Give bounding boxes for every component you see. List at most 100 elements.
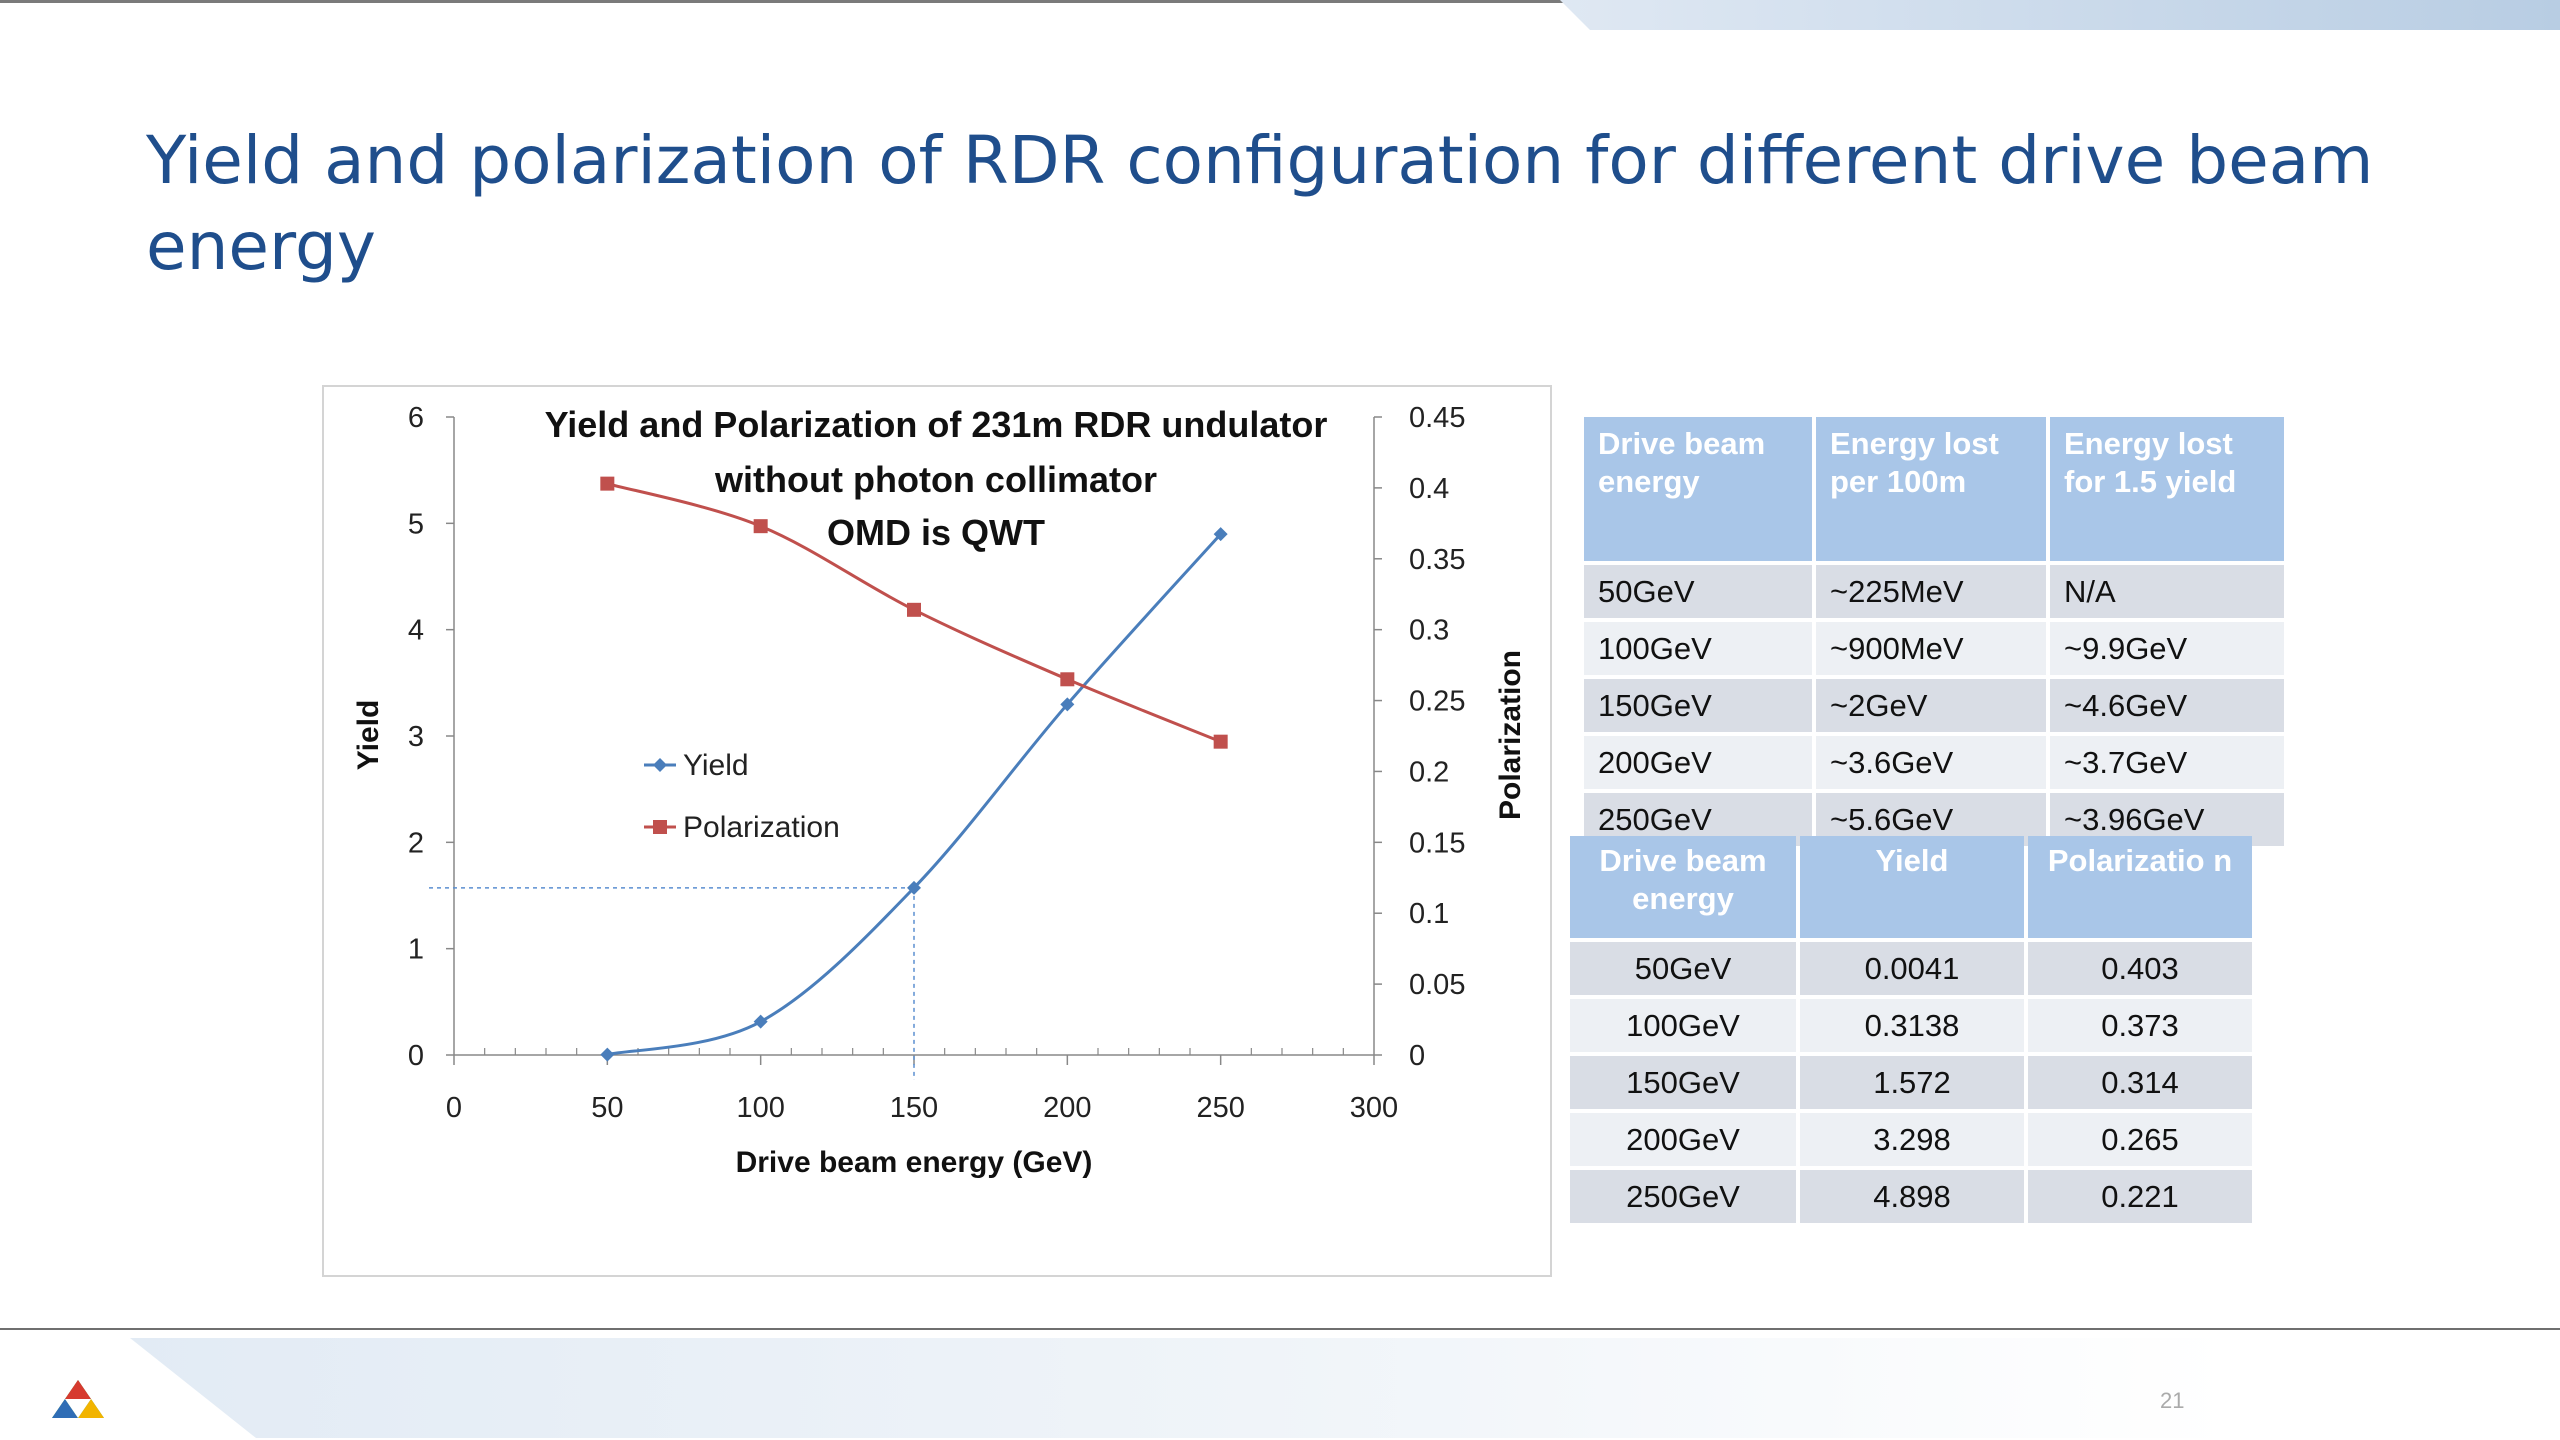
table-row: 200GeV ~3.6GeV ~3.7GeV [1584,736,2284,789]
table-cell: 150GeV [1584,679,1812,732]
slide-title: Yield and polarization of RDR configurat… [146,122,2374,285]
table-cell: 0.373 [2028,999,2252,1052]
y-left-tick-label: 0 [408,1040,424,1072]
y-right-tick-label: 0.25 [1409,686,1465,718]
table-cell: ~3.7GeV [2050,736,2284,789]
table-cell: 0.221 [2028,1170,2252,1223]
polarization-data-point [1213,734,1228,749]
column-header: Polarizatio n [2028,836,2252,938]
yield-data-point [1213,527,1228,542]
top-decorative-band [1560,0,2560,30]
chart-title-line: Yield and Polarization of 231m RDR undul… [545,404,1328,445]
table-row: 250GeV 4.898 0.221 [1570,1170,2252,1223]
table-row: 200GeV 3.298 0.265 [1570,1113,2252,1166]
y-left-tick-label: 1 [408,934,424,966]
x-tick-label: 300 [1350,1092,1398,1124]
x-tick-label: 250 [1196,1092,1244,1124]
table-cell: ~900MeV [1816,622,2046,675]
table-cell: ~225MeV [1816,565,2046,618]
y-right-tick-label: 0.45 [1409,402,1465,434]
table-cell: 150GeV [1570,1056,1796,1109]
table-cell: 4.898 [1800,1170,2024,1223]
table-row: 50GeV 0.0041 0.403 [1570,942,2252,995]
y-left-tick-label: 4 [408,615,424,647]
logo-icon [52,1380,104,1418]
yield-polarization-chart: 0 1 2 3 4 5 6 0 0.05 0.1 0.15 0.2 0.25 0.3 0.35 0.4 0.45… [352,402,1527,1179]
y-axis-right-label: Polarization [1494,650,1527,820]
column-header: Energy lost for 1.5 yield [2050,417,2284,561]
yield-data-point [600,1047,615,1062]
x-tick-label: 150 [890,1092,938,1124]
table-row: 150GeV 1.572 0.314 [1570,1056,2252,1109]
x-tick-label: 0 [446,1092,462,1124]
table-cell: N/A [2050,565,2284,618]
energy-loss-table: Drive beam energy Energy lost per 100m E… [1580,413,2288,850]
table-cell: ~4.6GeV [2050,679,2284,732]
x-tick-label: 100 [736,1092,784,1124]
y-left-tick-label: 5 [408,508,424,540]
column-header: Drive beam energy [1584,417,1812,561]
yield-polarization-table: Drive beam energy Yield Polarizatio n 50… [1566,832,2256,1227]
legend-polarization-marker [653,820,667,834]
table-cell: 0.0041 [1800,942,2024,995]
top-border-line [0,0,2560,3]
table-cell: 0.3138 [1800,999,2024,1052]
table-row: 100GeV 0.3138 0.373 [1570,999,2252,1052]
footer-border-line [0,1328,2560,1330]
table-cell: 0.314 [2028,1056,2252,1109]
table-cell: ~2GeV [1816,679,2046,732]
table-cell: ~3.6GeV [1816,736,2046,789]
page-number: 21 [2160,1388,2185,1413]
y-right-tick-label: 0.3 [1409,615,1449,647]
x-tick-label: 200 [1043,1092,1091,1124]
table-cell: 200GeV [1570,1113,1796,1166]
column-header: Energy lost per 100m [1816,417,2046,561]
y-right-tick-label: 0 [1409,1040,1425,1072]
table-cell: 200GeV [1584,736,1812,789]
table-cell: 100GeV [1584,622,1812,675]
table-row: 100GeV ~900MeV ~9.9GeV [1584,622,2284,675]
column-header: Drive beam energy [1570,836,1796,938]
table-cell: 50GeV [1584,565,1812,618]
polarization-data-point [907,602,921,617]
y-right-tick-label: 0.2 [1409,756,1449,788]
y-left-tick-label: 6 [408,402,424,434]
table-cell: 250GeV [1570,1170,1796,1223]
chart-container: 0 1 2 3 4 5 6 0 0.05 0.1 0.15 0.2 0.25 0.3 0.35 0.4 0.45… [322,385,1552,1277]
table-cell: 100GeV [1570,999,1796,1052]
yield-data-point [907,880,921,895]
table-cell: ~9.9GeV [2050,622,2284,675]
table-header-row: Drive beam energy Energy lost per 100m E… [1584,417,2284,561]
table-cell: 1.572 [1800,1056,2024,1109]
table-header-row: Drive beam energy Yield Polarizatio n [1570,836,2252,938]
y-right-tick-label: 0.15 [1409,827,1465,859]
x-axis-label: Drive beam energy (GeV) [736,1146,1093,1179]
legend-polarization-label: Polarization [683,811,840,844]
yield-series-line [607,533,1222,1057]
y-right-tick-label: 0.35 [1409,544,1465,576]
footer-decorative-band [130,1338,2230,1438]
yield-data-point [1060,697,1075,712]
y-left-tick-label: 3 [408,721,424,753]
table-row: 50GeV ~225MeV N/A [1584,565,2284,618]
x-tick-label: 50 [591,1092,623,1124]
y-right-tick-label: 0.05 [1409,969,1465,1001]
y-axis-left-label: Yield [352,700,385,771]
polarization-data-point [1060,672,1075,687]
table-cell: 50GeV [1570,942,1796,995]
y-right-tick-label: 0.1 [1409,898,1449,930]
legend-yield-marker [653,758,667,772]
table-cell: 0.265 [2028,1113,2252,1166]
yield-data-point [753,1014,768,1029]
y-left-tick-label: 2 [408,827,424,859]
chart-title-line: OMD is QWT [827,512,1045,553]
table-cell: 0.403 [2028,942,2252,995]
y-right-tick-label: 0.4 [1409,473,1449,505]
table-row: 150GeV ~2GeV ~4.6GeV [1584,679,2284,732]
legend-yield-label: Yield [683,749,749,782]
table-cell: 3.298 [1800,1113,2024,1166]
polarization-data-point [753,519,768,534]
polarization-data-point [600,476,615,491]
column-header: Yield [1800,836,2024,938]
chart-title-line: without photon collimator [714,459,1157,500]
